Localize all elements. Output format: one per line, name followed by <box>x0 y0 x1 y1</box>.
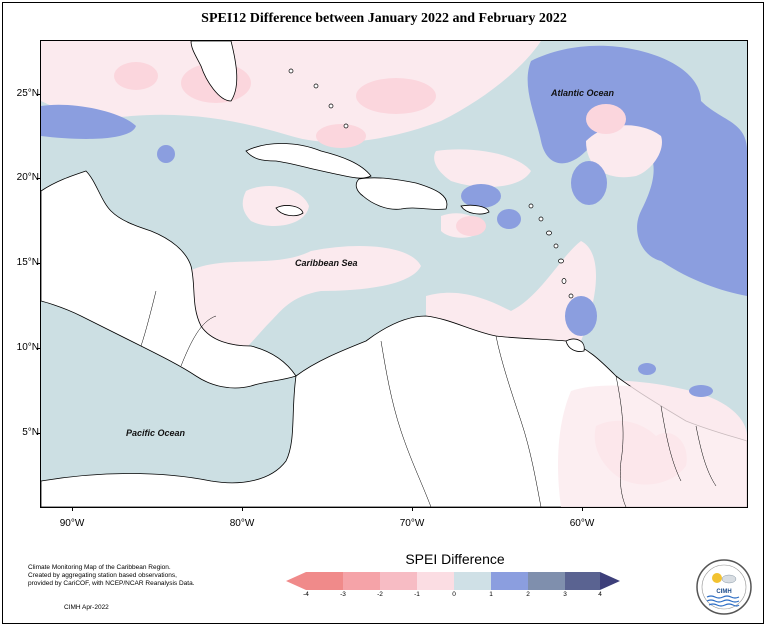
cimh-logo: CIMH <box>696 559 752 615</box>
pacific-ocean-label: Pacific Ocean <box>126 428 186 438</box>
legend-swatch <box>306 572 343 590</box>
central-america-land <box>41 170 297 389</box>
lat-tick <box>37 263 41 264</box>
legend-tick-label: 4 <box>598 591 602 598</box>
map-panel: Atlantic Ocean Caribbean Sea Pacific Oce… <box>40 40 748 508</box>
legend-colorbar <box>286 572 620 590</box>
legend-swatch <box>565 572 600 590</box>
credits-line-1: Climate Monitoring Map of the Caribbean … <box>28 564 171 571</box>
lon-label-90w: 90°W <box>59 518 85 529</box>
legend-tick-label: 2 <box>526 591 530 598</box>
lesser-antilles <box>288 68 574 299</box>
lon-tick <box>582 507 583 511</box>
wet-regions <box>41 45 747 397</box>
jamaica-land <box>275 205 304 217</box>
map-credits: Climate Monitoring Map of the Caribbean … <box>28 564 268 588</box>
lat-label-15n: 15°N <box>16 257 39 268</box>
lat-tick <box>37 94 41 95</box>
lat-tick <box>37 348 41 349</box>
lat-label-25n: 25°N <box>16 88 39 99</box>
florida-land <box>190 41 238 102</box>
lon-tick <box>412 507 413 511</box>
legend-swatch <box>417 572 454 590</box>
logo-text: CIMH <box>716 589 731 595</box>
cloud-icon <box>721 574 737 584</box>
legend-swatch <box>454 572 491 590</box>
lat-label-20n: 20°N <box>16 172 39 183</box>
legend-tick-label: 3 <box>563 591 567 598</box>
lat-label-5n: 5°N <box>22 427 39 438</box>
lon-tick <box>242 507 243 511</box>
lon-label-60w: 60°W <box>569 518 595 529</box>
map-title: SPEI12 Difference between January 2022 a… <box>201 11 567 26</box>
wave-icon <box>706 595 740 599</box>
credits-line-3: provided by CariCOF, with NCEP/NCAR Rean… <box>28 580 195 587</box>
legend-tick-label: 1 <box>489 591 493 598</box>
spei-map <box>41 41 747 507</box>
lat-label-10n: 10°N <box>16 342 39 353</box>
legend-tick-label: -3 <box>340 591 346 598</box>
cuba-land <box>245 143 372 179</box>
lon-tick <box>72 507 73 511</box>
lon-label-80w: 80°W <box>229 518 255 529</box>
legend-swatch <box>528 572 565 590</box>
legend-tick-label: 0 <box>452 591 456 598</box>
south-america-slight-dry <box>558 385 747 507</box>
country-borders <box>140 290 717 507</box>
caribbean-sea-label: Caribbean Sea <box>295 258 358 268</box>
lon-label-70w: 70°W <box>399 518 425 529</box>
legend-title: SPEI Difference <box>405 551 505 567</box>
puerto-rico-land <box>460 204 490 215</box>
sun-icon <box>712 573 722 583</box>
legend-swatch <box>380 572 417 590</box>
legend-arrow-right <box>600 572 620 590</box>
lat-tick <box>37 433 41 434</box>
lat-tick <box>37 178 41 179</box>
cimh-date-stamp: CIMH Apr-2022 <box>64 604 109 611</box>
legend-tick-label: -4 <box>303 591 309 598</box>
legend-tick-label: -2 <box>377 591 383 598</box>
trinidad-land <box>565 338 585 352</box>
legend-swatch <box>491 572 528 590</box>
credits-line-2: Created by aggregating station based obs… <box>28 572 177 579</box>
legend-tick-label: -1 <box>414 591 420 598</box>
legend-arrow-left <box>286 572 306 590</box>
legend-swatch <box>343 572 380 590</box>
atlantic-ocean-label: Atlantic Ocean <box>551 88 615 98</box>
hispaniola-land <box>355 177 448 210</box>
